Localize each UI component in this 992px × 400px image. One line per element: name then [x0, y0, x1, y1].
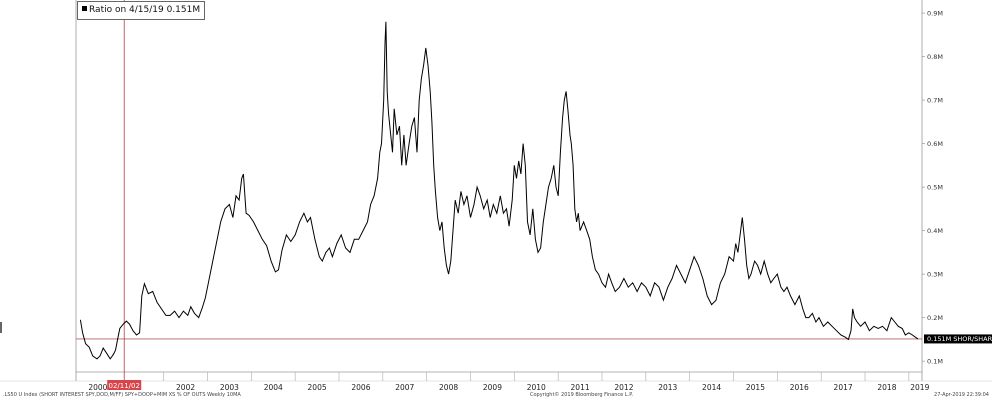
y-tick-label: 0.9M [927, 10, 943, 18]
y-axis: 0.1M 0.2M 0.3M 0.4M 0.5M 0.6M 0.7M 0.8M 0.9M [922, 10, 943, 366]
x-tick-label: 2016 [790, 383, 809, 392]
y-tick-label: 0.4M [927, 227, 943, 235]
last-value-label: 0.151M SHOR/SHAR [927, 335, 992, 343]
x-tick-label: 2013 [658, 383, 677, 392]
x-tick-label: 2017 [834, 383, 853, 392]
x-tick-label: 2010 [527, 383, 546, 392]
x-tick-label: 2002 [176, 383, 195, 392]
legend: Ratio on 4/15/19 0.151M [77, 1, 206, 20]
x-tick-label: 2000 [88, 383, 107, 392]
x-tick-label: 2008 [439, 383, 458, 392]
y-tick-label: 0.1M [927, 358, 943, 366]
x-tick-label: 2015 [746, 383, 765, 392]
last-value-tag-background [924, 334, 992, 344]
legend-swatch [82, 6, 87, 11]
last-value-tag: 0.151M SHOR/SHAR [924, 334, 992, 344]
x-tick-label: 2009 [483, 383, 502, 392]
x-tick-label: 2004 [264, 383, 283, 392]
y-tick-label: 0.2M [927, 314, 943, 322]
footer-ticker: .LS50 U Index (SHORT INTEREST SPY,DOD,M/… [3, 392, 241, 398]
footer-timestamp: 27-Apr-2019 22:39:04 [934, 392, 989, 398]
legend-label: Ratio on 4/15/19 0.151M [89, 5, 201, 15]
y-tick-label: 0.6M [927, 140, 943, 148]
x-tick-label: 2019 [910, 383, 929, 392]
y-tick-label: 0.8M [927, 53, 943, 61]
x-tick-label: 2014 [702, 383, 721, 392]
cursor-date-label: 02/11/02 [108, 382, 139, 390]
x-tick-label: 2007 [395, 383, 414, 392]
y-tick-label: 0.3M [927, 271, 943, 279]
x-axis: 2000 2002 2003 2004 2005 2006 2007 2008 2009 2010… [75, 372, 930, 392]
plot-area [76, 0, 922, 372]
x-tick-label: 2018 [877, 383, 896, 392]
x-tick-label: 2003 [220, 383, 239, 392]
x-tick-label: 2011 [571, 383, 590, 392]
cursor-date-tag[interactable]: 02/11/02 [107, 380, 142, 390]
y-tick-label: 0.5M [927, 184, 943, 192]
y-tick-label: 0.7M [927, 97, 943, 105]
x-tick-label: 2006 [351, 383, 370, 392]
series-line [79, 21, 919, 360]
cursor-date-background [107, 380, 142, 390]
x-tick-label: 2005 [308, 383, 327, 392]
x-tick-label: 2012 [614, 383, 633, 392]
footer-copyright: Copyright© 2019 Bloomberg Finance L.P. [530, 392, 634, 398]
